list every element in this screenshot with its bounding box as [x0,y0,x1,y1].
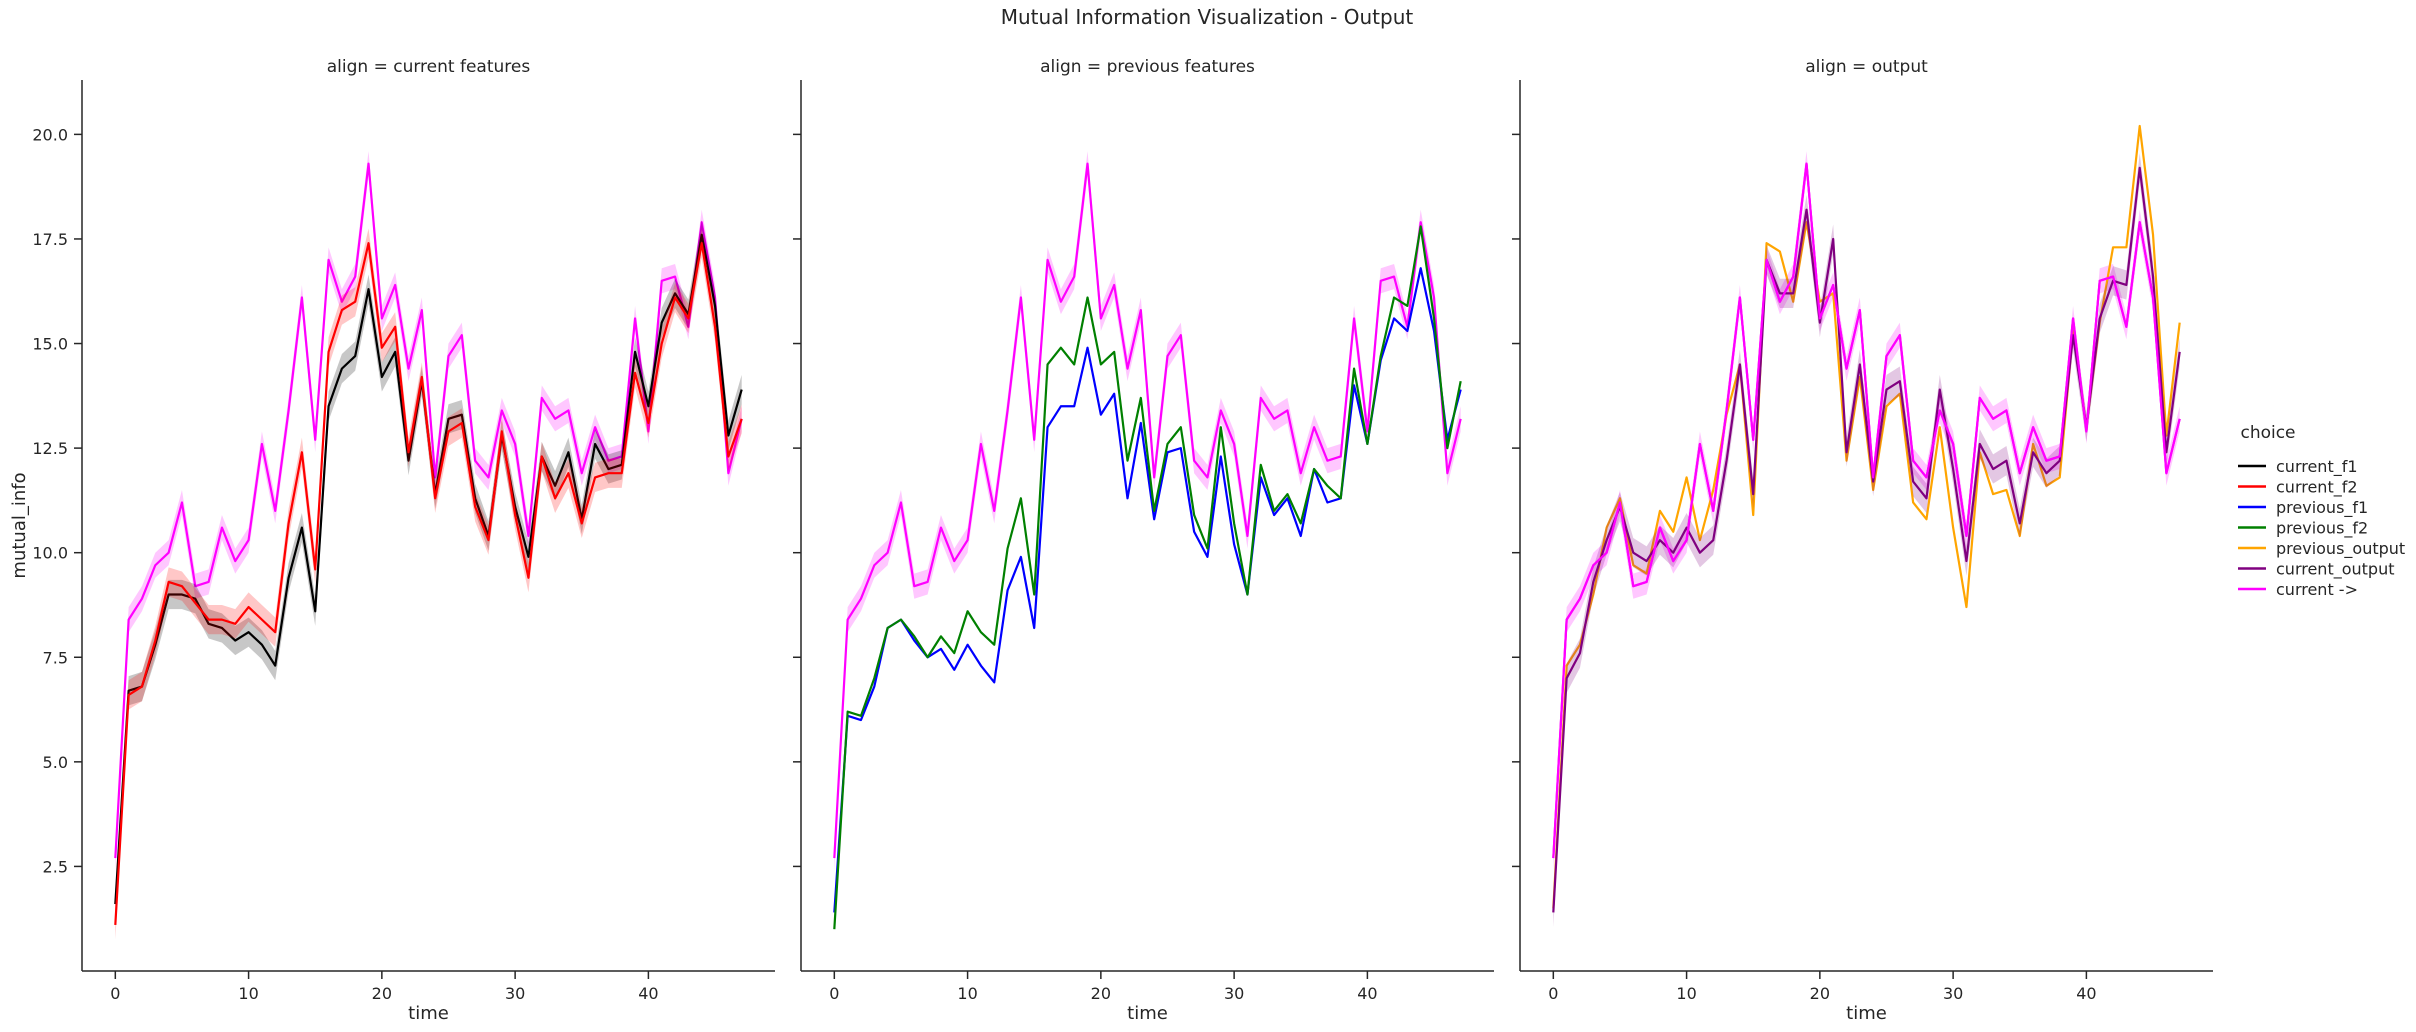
x-axis-label: time [1127,1003,1168,1024]
y-tick-label: 17.5 [32,230,68,249]
y-tick-label: 15.0 [32,335,68,354]
legend-label: previous_f1 [2276,498,2368,518]
y-tick-label: 10.0 [32,544,68,563]
panel-2: align = previous features 0 10 20 30 40 time [793,57,1494,1024]
legend-label: previous_f2 [2276,519,2368,539]
x-tick-label: 30 [1943,984,1963,1003]
series-band-current [834,151,1461,871]
series-line-current [1552,162,2181,859]
series-line-current-output [1552,166,2181,913]
x-tick-label: 0 [829,984,839,1003]
x-tick-label: 20 [1810,984,1830,1003]
y-tick-label: 20.0 [32,125,68,144]
y-tick-label: 12.5 [32,439,68,458]
series-line-current [114,162,743,859]
x-tick-label: 0 [110,984,120,1003]
legend-title: choice [2240,423,2295,443]
x-tick-label: 30 [505,984,525,1003]
x-tick-label: 10 [1676,984,1696,1003]
series-line-current [1552,162,2181,859]
series-band-current-output [1553,153,2180,928]
x-tick-label: 0 [1548,984,1558,1003]
y-axis-label: mutual_info [9,472,30,578]
series-line-current-f2 [114,242,743,926]
panel-title: align = current features [327,57,531,77]
legend-label: current_output [2276,560,2395,580]
series-line-previous-output [1552,124,2181,909]
series-band-current [115,151,742,871]
x-tick-label: 20 [372,984,392,1003]
series-line-previous-f1 [833,267,1462,913]
series-line-previous-f2 [833,225,1462,930]
facet-panels: align = current features 2.5 5.0 7.5 10.0 12.… [9,57,2213,1024]
panel-title: align = output [1805,57,1928,77]
y-tick-label: 7.5 [43,648,68,667]
x-axis-label: time [1846,1003,1887,1024]
x-tick-label: 40 [638,984,658,1003]
panel-1: align = current features 2.5 5.0 7.5 10.0 12.… [9,57,775,1024]
x-tick-label: 20 [1091,984,1111,1003]
x-tick-label: 10 [957,984,977,1003]
legend-label: current -> [2276,580,2358,599]
series-band-current [1553,151,2180,871]
legend-label: current_f1 [2276,457,2358,477]
series-line-current [833,162,1462,859]
x-tick-label: 10 [238,984,258,1003]
figure-title: Mutual Information Visualization - Outpu… [1001,5,1414,29]
x-tick-label: 40 [2076,984,2096,1003]
legend: choice current_f1current_f2previous_f1pr… [2238,423,2405,599]
x-tick-label: 30 [1224,984,1244,1003]
legend-label: current_f2 [2276,478,2358,498]
panel-3: align = output 0 10 20 30 40 time [1512,57,2213,1024]
legend-entries: current_f1current_f2previous_f1previous_… [2238,457,2405,599]
series-band-current-f1 [115,220,742,919]
y-tick-label: 2.5 [43,857,68,876]
x-tick-label: 40 [1357,984,1377,1003]
legend-label: previous_output [2276,539,2405,559]
y-tick-label: 5.0 [43,753,68,772]
series-band-current-f2 [115,228,742,940]
x-axis-label: time [408,1003,449,1024]
panel-title: align = previous features [1040,57,1255,77]
